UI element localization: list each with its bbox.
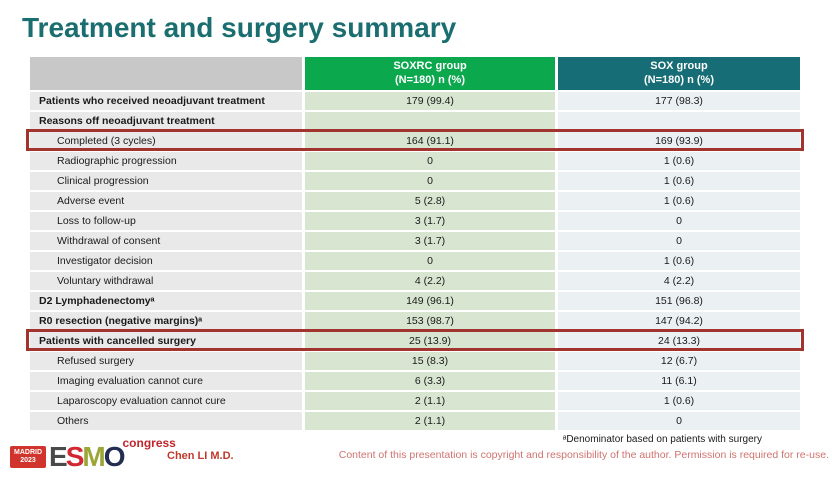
soxrc-value: 2 (1.1) bbox=[305, 412, 555, 430]
page-title: Treatment and surgery summary bbox=[22, 12, 457, 43]
row-label: Completed (3 cycles) bbox=[30, 132, 302, 150]
author-name: Chen LI M.D. bbox=[167, 450, 234, 462]
soxrc-value: 4 (2.2) bbox=[305, 272, 555, 290]
esmo-congress-logo: MADRID 2023 ESMO congress bbox=[10, 436, 176, 471]
soxrc-value: 3 (1.7) bbox=[305, 212, 555, 230]
row-label: Adverse event bbox=[30, 192, 302, 210]
table-row: Voluntary withdrawal 4 (2.2) 4 (2.2) bbox=[30, 272, 800, 290]
sox-value: 0 bbox=[558, 412, 800, 430]
esmo-wordmark: ESMO bbox=[49, 441, 126, 473]
sox-value bbox=[558, 112, 800, 130]
madrid-badge-city: MADRID bbox=[14, 448, 42, 456]
row-label: Laparoscopy evaluation cannot cure bbox=[30, 392, 302, 410]
sox-value: 147 (94.2) bbox=[558, 312, 800, 330]
table-row: Laparoscopy evaluation cannot cure 2 (1.1… bbox=[30, 392, 800, 410]
table-row: Imaging evaluation cannot cure 6 (3.3) 11 … bbox=[30, 372, 800, 390]
summary-table: SOXRC group (N=180) n (%) SOX group (N=1… bbox=[26, 57, 804, 432]
madrid-badge-year: 2023 bbox=[20, 456, 36, 464]
sox-value: 0 bbox=[558, 212, 800, 230]
table-row: Patients who received neoadjuvant treatm… bbox=[30, 92, 800, 110]
sox-value: 1 (0.6) bbox=[558, 192, 800, 210]
row-label: Reasons off neoadjuvant treatment bbox=[30, 112, 302, 130]
header-cell-blank bbox=[30, 57, 302, 90]
row-label: Withdrawal of consent bbox=[30, 232, 302, 250]
table-row: Patients with cancelled surgery 25 (13.9)… bbox=[26, 329, 804, 351]
sox-value: 24 (13.3) bbox=[558, 332, 800, 350]
congress-label: congress bbox=[122, 436, 176, 450]
table-row: Others 2 (1.1) 0 bbox=[30, 412, 800, 430]
table-row: Loss to follow-up 3 (1.7) 0 bbox=[30, 212, 800, 230]
row-label: Investigator decision bbox=[30, 252, 302, 270]
copyright-notice: Content of this presentation is copyrigh… bbox=[338, 449, 829, 461]
soxrc-value: 6 (3.3) bbox=[305, 372, 555, 390]
soxrc-value: 0 bbox=[305, 252, 555, 270]
esmo-letter-o: O bbox=[103, 441, 126, 473]
table-row: Radiographic progression 0 1 (0.6) bbox=[30, 152, 800, 170]
table-row: R0 resection (negative margins)ᵃ 153 (98.… bbox=[30, 312, 800, 330]
soxrc-group-n: (N=180) n (%) bbox=[395, 73, 465, 86]
sox-value: 4 (2.2) bbox=[558, 272, 800, 290]
esmo-letter-m: M bbox=[82, 441, 105, 473]
row-label: R0 resection (negative margins)ᵃ bbox=[30, 312, 302, 330]
sox-value: 12 (6.7) bbox=[558, 352, 800, 370]
row-label: Clinical progression bbox=[30, 172, 302, 190]
sox-group-label: SOX group bbox=[650, 59, 708, 72]
row-label: D2 Lymphadenectomyᵃ bbox=[30, 292, 302, 310]
soxrc-value: 0 bbox=[305, 152, 555, 170]
sox-value: 1 (0.6) bbox=[558, 152, 800, 170]
soxrc-value: 164 (91.1) bbox=[305, 132, 555, 150]
sox-value: 11 (6.1) bbox=[558, 372, 800, 390]
sox-group-n: (N=180) n (%) bbox=[644, 73, 714, 86]
row-label: Others bbox=[30, 412, 302, 430]
sox-value: 1 (0.6) bbox=[558, 252, 800, 270]
row-label: Imaging evaluation cannot cure bbox=[30, 372, 302, 390]
row-label: Radiographic progression bbox=[30, 152, 302, 170]
soxrc-value: 5 (2.8) bbox=[305, 192, 555, 210]
table-row: Clinical progression 0 1 (0.6) bbox=[30, 172, 800, 190]
soxrc-value: 3 (1.7) bbox=[305, 232, 555, 250]
sox-value: 177 (98.3) bbox=[558, 92, 800, 110]
row-label: Loss to follow-up bbox=[30, 212, 302, 230]
table-row: Refused surgery 15 (8.3) 12 (6.7) bbox=[30, 352, 800, 370]
soxrc-group-label: SOXRC group bbox=[393, 59, 467, 72]
table-row: Investigator decision 0 1 (0.6) bbox=[30, 252, 800, 270]
header-cell-sox: SOX group (N=180) n (%) bbox=[558, 57, 800, 90]
soxrc-value: 15 (8.3) bbox=[305, 352, 555, 370]
sox-value: 169 (93.9) bbox=[558, 132, 800, 150]
sox-value: 1 (0.6) bbox=[558, 172, 800, 190]
sox-value: 1 (0.6) bbox=[558, 392, 800, 410]
soxrc-value: 149 (96.1) bbox=[305, 292, 555, 310]
row-label: Patients with cancelled surgery bbox=[30, 332, 302, 350]
sox-value: 0 bbox=[558, 232, 800, 250]
table-row: Reasons off neoadjuvant treatment bbox=[30, 112, 800, 130]
soxrc-value: 2 (1.1) bbox=[305, 392, 555, 410]
row-label: Voluntary withdrawal bbox=[30, 272, 302, 290]
madrid-2023-badge: MADRID 2023 bbox=[10, 445, 46, 468]
denominator-footnote: ᵃDenominator based on patients with surg… bbox=[562, 434, 762, 445]
esmo-letter-e: E bbox=[49, 441, 68, 473]
row-label: Patients who received neoadjuvant treatm… bbox=[30, 92, 302, 110]
header-cell-soxrc: SOXRC group (N=180) n (%) bbox=[305, 57, 555, 90]
table-header-row: SOXRC group (N=180) n (%) SOX group (N=1… bbox=[30, 57, 800, 90]
row-label: Refused surgery bbox=[30, 352, 302, 370]
sox-value: 151 (96.8) bbox=[558, 292, 800, 310]
table-body: Patients who received neoadjuvant treatm… bbox=[26, 92, 804, 430]
table-row: Completed (3 cycles) 164 (91.1) 169 (93.9) bbox=[26, 129, 804, 151]
soxrc-value: 179 (99.4) bbox=[305, 92, 555, 110]
soxrc-value: 25 (13.9) bbox=[305, 332, 555, 350]
table-row: Withdrawal of consent 3 (1.7) 0 bbox=[30, 232, 800, 250]
table-row: D2 Lymphadenectomyᵃ 149 (96.1) 151 (96.8) bbox=[30, 292, 800, 310]
soxrc-value: 153 (98.7) bbox=[305, 312, 555, 330]
table-row: Adverse event 5 (2.8) 1 (0.6) bbox=[30, 192, 800, 210]
esmo-letter-s: S bbox=[65, 441, 85, 473]
soxrc-value bbox=[305, 112, 555, 130]
soxrc-value: 0 bbox=[305, 172, 555, 190]
